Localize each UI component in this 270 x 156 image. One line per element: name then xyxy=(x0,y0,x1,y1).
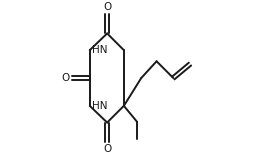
Text: O: O xyxy=(103,2,111,12)
Text: O: O xyxy=(103,144,111,154)
Text: O: O xyxy=(61,73,70,83)
Text: HN: HN xyxy=(92,45,107,55)
Text: HN: HN xyxy=(92,101,107,111)
